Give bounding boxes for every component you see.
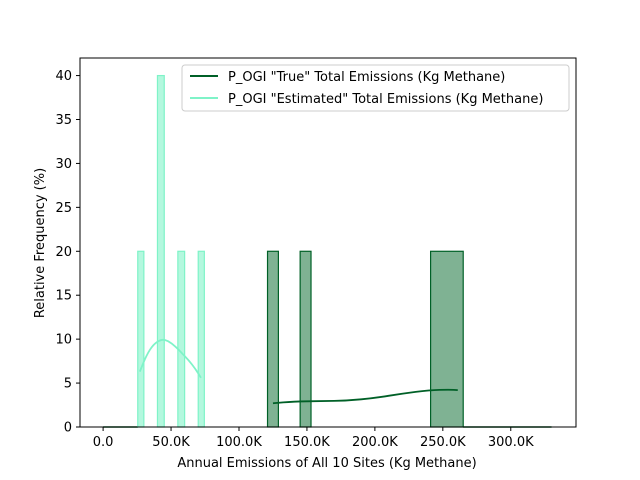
kde-curve — [138, 338, 202, 379]
legend-entry-label: P_OGI "True" Total Emissions (Kg Methane… — [228, 70, 505, 85]
x-tick-label: 250.0K — [420, 435, 466, 450]
x-tick-label: 300.0K — [488, 435, 534, 450]
y-tick-label: 35 — [55, 113, 72, 128]
histogram-bar — [156, 74, 165, 428]
histogram-bar — [197, 250, 205, 428]
x-axis-label: Annual Emissions of All 10 Sites (Kg Met… — [177, 456, 476, 471]
plot-area — [103, 74, 552, 428]
legend-box — [181, 64, 570, 112]
y-tick-label: 30 — [55, 157, 72, 172]
axes: 0.0 50.0K 100.0K 150.0K 200.0K 250.0K 300.0K 0 5… — [55, 57, 577, 450]
histogram-bar — [177, 250, 186, 428]
histogram-bar — [266, 250, 280, 428]
histogram-bar — [137, 250, 145, 428]
legend-entry-label: P_OGI "Estimated" Total Emissions (Kg Me… — [228, 92, 543, 107]
y-tick-label: 20 — [55, 245, 72, 260]
y-tick-label: 10 — [55, 333, 72, 348]
y-tick-label: 0 — [64, 421, 72, 436]
y-axis-label: Relative Frequency (%) — [33, 168, 48, 318]
x-tick-label: 150.0K — [284, 435, 330, 450]
x-tick-label: 50.0K — [152, 435, 190, 450]
histogram-bar — [429, 250, 464, 428]
x-tick-label: 200.0K — [352, 435, 398, 450]
axes-frame — [79, 57, 577, 428]
kde-curve — [272, 388, 458, 405]
y-tick-label: 25 — [55, 201, 72, 216]
legend: P_OGI "True" Total Emissions (Kg Methane… — [181, 64, 570, 112]
y-tick-label: 5 — [64, 377, 72, 392]
y-tick-label: 15 — [55, 289, 72, 304]
y-tick-label: 40 — [55, 69, 72, 84]
x-tick-label: 0.0 — [93, 435, 114, 450]
x-tick-label: 100.0K — [216, 435, 262, 450]
